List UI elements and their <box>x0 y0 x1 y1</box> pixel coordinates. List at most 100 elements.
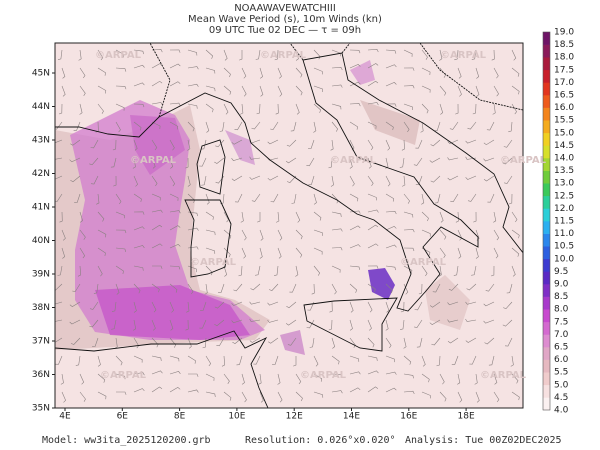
wind-barb <box>249 175 261 180</box>
wind-barb <box>403 103 413 111</box>
wind-barb <box>97 373 106 383</box>
wind-barb <box>349 175 355 187</box>
wind-barb <box>311 283 315 295</box>
colorbar-label: 4.0 <box>554 406 569 416</box>
wind-barb <box>79 391 86 402</box>
wind-barb <box>416 337 423 348</box>
wind-barb <box>187 175 191 187</box>
wind-barb <box>313 229 323 236</box>
wind-barb <box>249 301 261 305</box>
wind-barb <box>331 283 337 295</box>
colorbar-label: 10.5 <box>554 242 574 252</box>
wind-barb <box>449 121 459 130</box>
wind-barb <box>385 121 394 131</box>
wind-barb <box>231 301 243 306</box>
wind-barb <box>187 389 199 393</box>
wind-barb <box>439 103 444 115</box>
wind-barb <box>503 139 513 148</box>
wind-barb <box>421 265 428 277</box>
wind-barb <box>367 243 379 249</box>
period-zone <box>225 130 255 165</box>
wind-barb <box>306 319 315 329</box>
wind-barb <box>465 337 477 343</box>
wind-barb <box>97 265 103 277</box>
wind-barb <box>151 386 163 393</box>
colorbar-cell <box>543 120 550 134</box>
colorbar-label: 6.5 <box>554 343 568 353</box>
wind-barb <box>295 67 303 78</box>
wind-barb <box>439 229 447 240</box>
wind-barb <box>465 175 477 180</box>
wind-barb <box>511 229 520 239</box>
colorbar-cell <box>543 271 550 285</box>
period-zone <box>350 60 375 85</box>
wind-barb <box>511 373 519 384</box>
colorbar-cell <box>543 195 550 209</box>
lat-label: 36N <box>32 370 50 380</box>
wind-barb <box>55 301 63 305</box>
wind-barb <box>421 373 430 383</box>
wind-barb <box>115 49 125 58</box>
colorbar: 4.0 4.5 5.0 5.5 6.0 6.5 7.0 7.5 8.0 8.5 9.0 9.5 10.0… <box>542 28 574 416</box>
wind-barb <box>253 355 261 365</box>
wind-barb <box>79 229 86 240</box>
wind-barb <box>257 212 261 223</box>
lat-label: 39N <box>32 270 50 280</box>
wind-barb <box>115 193 122 205</box>
wind-barb <box>89 319 99 328</box>
wind-barb <box>231 139 243 145</box>
wind-barb <box>439 373 445 385</box>
lat-label: 35N <box>32 404 50 414</box>
wind-barb <box>78 49 82 61</box>
title: NOAAWAVEWATCHIII <box>234 3 336 14</box>
wind-barb <box>205 121 210 133</box>
colorbar-label: 11.5 <box>554 217 574 227</box>
wind-barb <box>223 85 232 95</box>
wind-barb <box>385 371 397 375</box>
wind-barb <box>72 283 81 292</box>
wind-barb <box>447 337 459 344</box>
wind-barb <box>349 265 361 270</box>
wind-barb <box>434 121 441 132</box>
lat-label: 45N <box>32 69 50 79</box>
wind-barb <box>97 103 104 114</box>
lat-label: 41N <box>32 203 50 213</box>
wind-barb <box>151 102 163 106</box>
colorbar-label: 18.5 <box>554 40 574 50</box>
wind-barb <box>493 391 500 403</box>
colorbar-label: 13.0 <box>554 179 574 189</box>
wind-barb <box>286 301 297 309</box>
wind-barb <box>473 211 477 223</box>
wind-barb <box>187 355 196 364</box>
wind-barb <box>331 355 340 365</box>
colorbar-label: 18.0 <box>554 53 574 63</box>
wind-barb <box>97 67 106 76</box>
wind-barb <box>169 81 181 87</box>
wind-barb <box>259 391 264 403</box>
wind-barb <box>152 265 163 269</box>
wind-barb <box>187 103 198 109</box>
wind-barb <box>471 265 477 276</box>
subtitle: Mean Wave Period (s), 10m Winds (kn) <box>188 14 382 25</box>
wind-barb <box>488 355 495 366</box>
wind-barb <box>74 193 81 203</box>
wind-barb <box>133 301 137 313</box>
colorbar-label: 10.0 <box>554 254 574 264</box>
wind-barb <box>223 373 230 384</box>
lon-label: 8E <box>174 412 186 422</box>
watermark: ©ARPAL <box>500 155 547 166</box>
wind-barb <box>454 49 459 61</box>
wind-barb <box>385 193 395 202</box>
wind-barb <box>133 64 145 69</box>
wind-barb <box>151 355 162 361</box>
colorbar-cell <box>543 170 550 184</box>
wind-barb <box>331 373 343 378</box>
wind-barb <box>506 283 513 294</box>
colorbar-label: 16.5 <box>554 91 574 101</box>
wind-barb <box>313 211 322 221</box>
wind-barb <box>447 139 459 144</box>
watermark: ©ARPAL <box>100 370 147 381</box>
wind-barb <box>421 67 431 76</box>
wind-barb <box>255 49 261 60</box>
lon-label: 16E <box>400 412 417 422</box>
